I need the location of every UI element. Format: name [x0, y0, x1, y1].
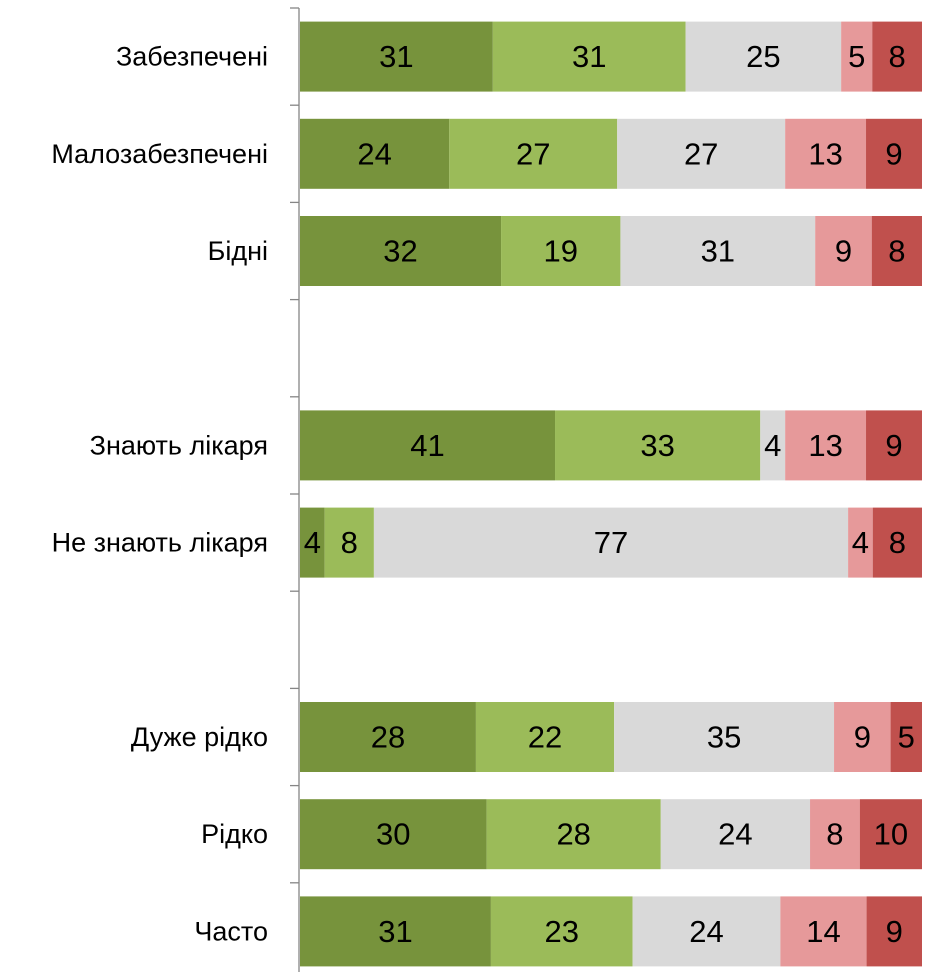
- data-label: 28: [371, 720, 405, 755]
- value-labels-layer: 31 31 25 5 824 27 27 13 932 19 31 9 841 33 4 13 94 8 77 4 82…: [304, 39, 915, 949]
- bar-segment: [834, 702, 891, 772]
- bar-segment: [490, 896, 633, 967]
- bar-segment: [614, 702, 835, 772]
- data-label: 31: [572, 39, 606, 74]
- data-label: 31: [378, 914, 412, 949]
- bar-segment: [780, 896, 867, 967]
- category-label: Дуже рідко: [131, 722, 268, 752]
- data-label: 22: [528, 720, 562, 755]
- data-label: 9: [885, 136, 902, 171]
- bar-segment: [555, 410, 761, 481]
- data-label: 32: [383, 234, 417, 269]
- data-label: 24: [689, 914, 723, 949]
- bar-segment: [660, 799, 811, 870]
- bar-segment: [300, 507, 325, 578]
- data-label: 9: [835, 234, 852, 269]
- bar-segment: [866, 118, 922, 189]
- data-label: 9: [885, 428, 902, 463]
- data-label: 13: [808, 136, 842, 171]
- category-label: Знають лікаря: [90, 430, 268, 460]
- data-label: 4: [852, 525, 869, 560]
- bar-segment: [475, 702, 615, 772]
- bar-segment: [300, 118, 450, 189]
- data-label: 27: [684, 136, 718, 171]
- bar-segment: [501, 216, 621, 286]
- data-label: 8: [888, 234, 905, 269]
- data-label: 4: [764, 428, 781, 463]
- data-label: 8: [888, 39, 905, 74]
- bar-segment: [866, 410, 922, 481]
- data-label: 31: [701, 234, 735, 269]
- bar-segment: [492, 21, 686, 92]
- bar-segment: [300, 896, 491, 967]
- data-label: 8: [341, 525, 358, 560]
- bar-segment: [866, 896, 922, 967]
- data-label: 14: [806, 914, 840, 949]
- category-labels-layer: Забезпечені Малозабезпечені Бідні Знають лі…: [51, 42, 268, 947]
- category-label: Малозабезпечені: [51, 139, 268, 169]
- data-label: 10: [874, 817, 908, 852]
- bar-segment: [300, 216, 502, 286]
- data-label: 77: [594, 525, 628, 560]
- bar-segment: [449, 118, 618, 189]
- bar-segment: [872, 21, 922, 92]
- data-label: 41: [410, 428, 444, 463]
- category-label: Бідні: [208, 236, 268, 266]
- bar-segment: [760, 410, 786, 481]
- category-axis: [290, 7, 300, 972]
- bar-segment: [300, 410, 556, 481]
- data-label: 4: [304, 525, 321, 560]
- bar-segment: [617, 118, 786, 189]
- data-label: 9: [886, 914, 903, 949]
- bar-segment: [486, 799, 661, 870]
- bar-segment: [810, 799, 860, 870]
- bar-segment: [300, 21, 493, 92]
- data-label: 28: [556, 817, 590, 852]
- data-label: 8: [889, 525, 906, 560]
- bar-segment: [685, 21, 842, 92]
- category-label: Не знають лікаря: [52, 528, 268, 558]
- data-label: 19: [543, 234, 577, 269]
- category-label: Рідко: [201, 819, 268, 849]
- bars-layer: [300, 21, 922, 967]
- bar-segment: [620, 216, 816, 286]
- data-label: 13: [808, 428, 842, 463]
- bar-segment: [785, 118, 867, 189]
- category-label: Забезпечені: [116, 42, 268, 72]
- bar-segment: [872, 507, 922, 578]
- data-label: 27: [516, 136, 550, 171]
- bar-segment: [815, 216, 872, 286]
- data-label: 24: [718, 817, 752, 852]
- data-label: 23: [544, 914, 578, 949]
- bar-segment: [871, 216, 922, 286]
- data-label: 5: [898, 720, 915, 755]
- bar-segment: [890, 702, 922, 772]
- bar-segment: [841, 21, 873, 92]
- bar-segment: [632, 896, 781, 967]
- data-label: 24: [357, 136, 391, 171]
- data-label: 9: [854, 720, 871, 755]
- data-label: 31: [379, 39, 413, 74]
- bar-segment: [373, 507, 849, 578]
- bar-segment: [300, 702, 476, 772]
- data-label: 8: [826, 817, 843, 852]
- bar-segment: [848, 507, 873, 578]
- data-label: 33: [640, 428, 674, 463]
- bar-segment: [324, 507, 374, 578]
- category-label: Часто: [194, 916, 268, 946]
- data-label: 25: [746, 39, 780, 74]
- bar-segment: [300, 799, 487, 870]
- data-label: 30: [376, 817, 410, 852]
- data-label: 35: [707, 720, 741, 755]
- data-label: 5: [848, 39, 865, 74]
- bar-segment: [785, 410, 867, 481]
- bar-segment: [859, 799, 922, 870]
